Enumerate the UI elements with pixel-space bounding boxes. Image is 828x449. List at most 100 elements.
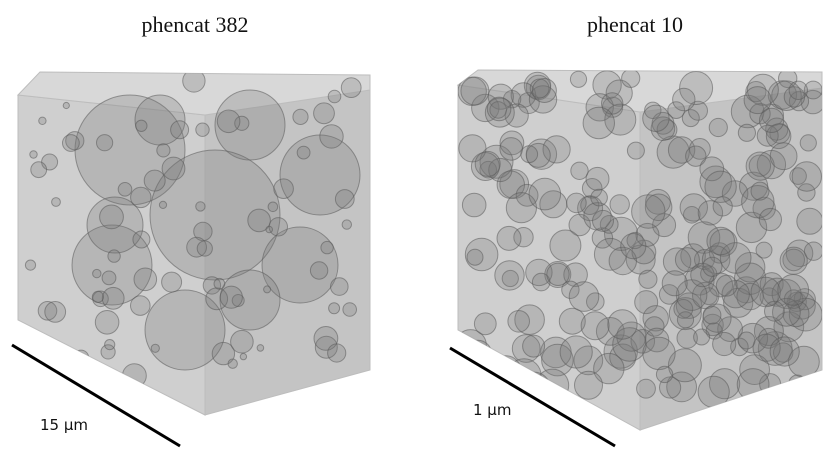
sphere bbox=[162, 157, 185, 180]
sphere bbox=[63, 102, 69, 108]
sphere bbox=[738, 124, 755, 141]
sphere bbox=[159, 201, 166, 208]
sphere bbox=[586, 167, 609, 190]
sphere bbox=[789, 81, 807, 99]
sphere bbox=[102, 287, 124, 309]
sphere bbox=[760, 108, 784, 132]
sphere bbox=[467, 249, 483, 265]
sphere bbox=[310, 262, 327, 279]
sphere bbox=[131, 296, 151, 316]
sphere bbox=[560, 336, 592, 368]
sphere bbox=[656, 366, 672, 382]
sphere bbox=[171, 121, 189, 139]
sphere bbox=[39, 117, 46, 124]
sphere bbox=[804, 242, 822, 260]
sphere bbox=[460, 369, 488, 397]
sphere bbox=[487, 97, 511, 121]
sphere bbox=[328, 90, 341, 103]
sphere bbox=[321, 241, 333, 253]
sphere bbox=[268, 202, 278, 212]
sphere bbox=[131, 187, 151, 207]
sphere bbox=[547, 263, 569, 285]
sphere bbox=[462, 193, 486, 217]
sphere bbox=[297, 146, 310, 159]
sphere bbox=[639, 270, 657, 288]
sphere bbox=[228, 359, 237, 368]
sphere bbox=[100, 205, 124, 229]
sphere bbox=[716, 275, 737, 296]
sphere bbox=[713, 332, 736, 355]
sphere bbox=[343, 303, 357, 317]
sphere bbox=[475, 151, 500, 176]
sphere bbox=[621, 234, 646, 259]
sphere bbox=[264, 286, 271, 293]
sphere bbox=[792, 162, 821, 191]
sphere bbox=[335, 190, 354, 209]
sphere bbox=[709, 118, 727, 136]
sphere bbox=[144, 170, 165, 191]
sphere bbox=[63, 135, 80, 152]
sphere bbox=[759, 208, 781, 230]
sphere bbox=[52, 198, 61, 207]
sphere bbox=[583, 107, 614, 138]
sphere bbox=[196, 202, 205, 211]
sphere bbox=[30, 151, 37, 158]
sphere bbox=[122, 364, 146, 388]
sphere bbox=[320, 125, 343, 148]
sphere bbox=[274, 179, 294, 199]
sphere bbox=[571, 162, 588, 179]
sphere bbox=[331, 278, 349, 296]
sphere bbox=[643, 105, 669, 131]
sphere bbox=[328, 344, 346, 362]
sphere bbox=[523, 335, 545, 357]
sphere bbox=[570, 71, 586, 87]
sphere bbox=[461, 77, 489, 105]
sphere bbox=[136, 120, 147, 131]
sphere bbox=[567, 193, 587, 213]
sphere bbox=[610, 195, 629, 214]
sphere bbox=[737, 369, 769, 401]
sphere bbox=[532, 79, 556, 103]
sphere bbox=[698, 376, 729, 407]
sphere bbox=[293, 109, 308, 124]
sphere bbox=[342, 220, 351, 229]
cube-left bbox=[18, 70, 370, 415]
sphere bbox=[105, 340, 115, 350]
sphere bbox=[751, 182, 769, 200]
sphere bbox=[329, 303, 340, 314]
sphere bbox=[662, 271, 687, 296]
sphere bbox=[314, 103, 335, 124]
sphere bbox=[694, 329, 710, 345]
sphere bbox=[92, 291, 103, 302]
cube-right bbox=[455, 69, 825, 430]
sphere bbox=[341, 78, 361, 98]
sphere bbox=[118, 183, 132, 197]
sphere bbox=[508, 311, 530, 333]
sphere bbox=[593, 210, 614, 231]
sphere bbox=[102, 271, 116, 285]
sphere bbox=[220, 286, 242, 308]
sphere bbox=[31, 162, 47, 178]
sphere bbox=[632, 195, 665, 228]
sphere bbox=[713, 197, 732, 216]
sphere bbox=[778, 275, 809, 306]
panel-title: phencat 382 bbox=[142, 12, 249, 37]
sphere bbox=[529, 178, 561, 210]
sphere bbox=[214, 278, 225, 289]
panel-title: phencat 10 bbox=[587, 12, 683, 37]
sphere bbox=[789, 375, 806, 392]
sphere bbox=[780, 247, 807, 274]
sphere bbox=[800, 135, 816, 151]
sphere bbox=[474, 313, 496, 335]
sphere bbox=[637, 379, 656, 398]
sphere bbox=[770, 143, 797, 170]
sphere bbox=[643, 337, 675, 369]
sphere bbox=[95, 311, 119, 335]
sphere bbox=[97, 135, 113, 151]
sphere bbox=[673, 88, 695, 110]
sphere bbox=[51, 374, 61, 384]
sphere bbox=[591, 189, 608, 206]
sphere bbox=[25, 260, 35, 270]
sphere bbox=[108, 250, 120, 262]
sphere bbox=[231, 330, 254, 353]
